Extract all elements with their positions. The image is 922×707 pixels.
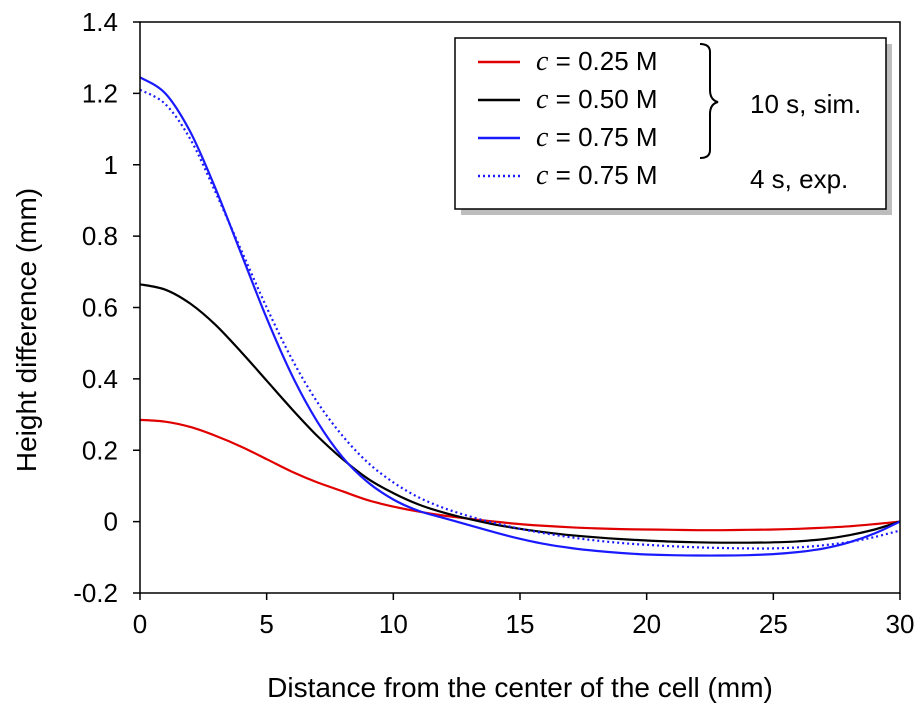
legend: c = 0.25 M c = 0.50 M c = 0.75 M c = 0.75 M… <box>454 37 892 215</box>
x-tick-label: 0 <box>133 609 147 639</box>
legend-label-1: c = 0.25 M <box>536 46 658 77</box>
series-line-3 <box>139 76 901 557</box>
y-tick-label: 1.2 <box>82 78 118 108</box>
x-tick-label: 5 <box>259 609 273 639</box>
y-axis-title: Height difference (mm) <box>11 188 42 472</box>
tick-layer: 0 5 10 15 20 25 30 -0.2 0 0.2 0.4 0.6 0.8 1 1.2 1.4 <box>73 7 914 639</box>
legend-label-3: c = 0.75 M <box>536 122 658 153</box>
x-tick-label: 10 <box>379 609 408 639</box>
y-tick-label: 0.6 <box>82 293 118 323</box>
legend-label-2: c = 0.50 M <box>536 84 658 115</box>
y-tick-label: 1.4 <box>82 7 118 37</box>
x-tick-label: 25 <box>759 609 788 639</box>
series-line-4 <box>139 88 901 550</box>
x-axis-title: Distance from the center of the cell (mm… <box>267 672 773 703</box>
series-line-1 <box>139 418 901 532</box>
series-line-2 <box>139 283 901 544</box>
y-tick-label: 0.2 <box>82 435 118 465</box>
x-tick-label: 15 <box>506 609 535 639</box>
legend-box <box>454 37 887 210</box>
legend-entries: c = 0.25 M c = 0.50 M c = 0.75 M c = 0.75 M <box>478 46 658 191</box>
y-tick-label: -0.2 <box>73 578 118 608</box>
series-layer <box>139 76 901 557</box>
plot-area-frame <box>139 21 901 594</box>
y-tick-label: 1 <box>104 150 118 180</box>
y-tick-label: 0.8 <box>82 221 118 251</box>
legend-group-label-exp: 4 s, exp. <box>750 164 848 194</box>
legend-brace <box>699 43 719 159</box>
x-tick-label: 30 <box>886 609 915 639</box>
x-tick-label: 20 <box>632 609 661 639</box>
legend-label-4: c = 0.75 M <box>536 160 658 191</box>
y-tick-label: 0.4 <box>82 364 118 394</box>
legend-group-label-sim: 10 s, sim. <box>750 89 861 119</box>
y-tick-label: 0 <box>104 507 118 537</box>
